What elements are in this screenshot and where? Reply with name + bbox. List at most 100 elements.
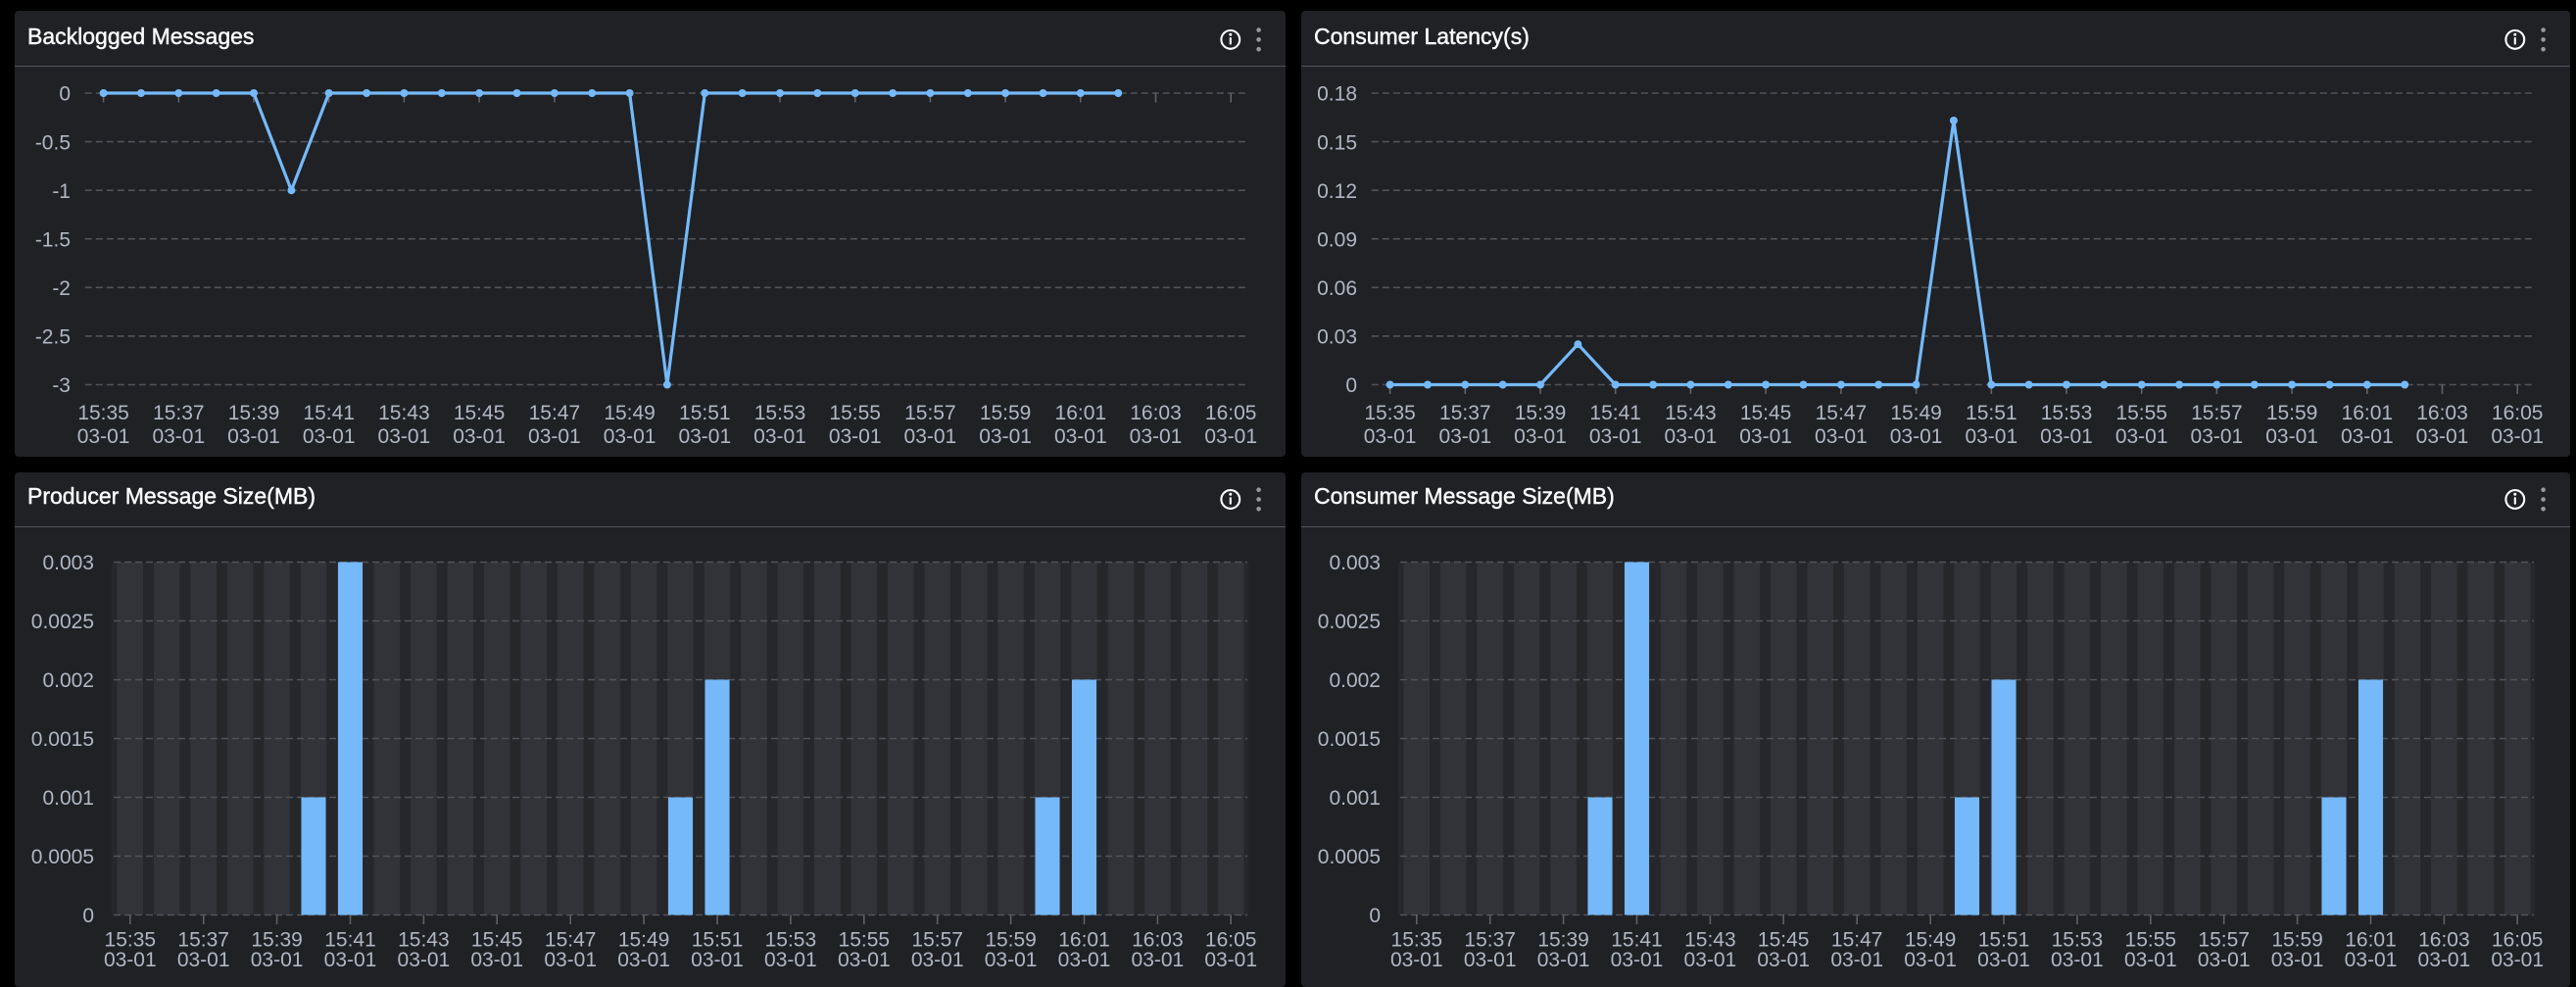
svg-text:0.0025: 0.0025 — [1318, 611, 1381, 633]
svg-text:16:03: 16:03 — [2416, 402, 2468, 424]
svg-text:03-01: 03-01 — [1514, 425, 1567, 448]
svg-text:15:37: 15:37 — [1464, 929, 1516, 952]
svg-text:15:45: 15:45 — [1740, 402, 1792, 424]
svg-text:03-01: 03-01 — [1830, 949, 1883, 971]
svg-text:0.001: 0.001 — [42, 787, 94, 810]
svg-text:03-01: 03-01 — [1965, 425, 2017, 448]
svg-text:-3: -3 — [52, 374, 71, 397]
svg-text:0.06: 0.06 — [1317, 277, 1357, 300]
svg-text:15:57: 15:57 — [904, 402, 956, 424]
svg-text:03-01: 03-01 — [2491, 425, 2544, 448]
svg-text:-0.5: -0.5 — [35, 131, 71, 154]
svg-text:03-01: 03-01 — [2341, 425, 2394, 448]
svg-text:0.001: 0.001 — [1329, 787, 1381, 810]
svg-text:03-01: 03-01 — [1058, 949, 1111, 971]
svg-text:0: 0 — [1345, 374, 1357, 397]
svg-text:03-01: 03-01 — [764, 949, 817, 971]
svg-text:03-01: 03-01 — [617, 949, 670, 971]
svg-text:03-01: 03-01 — [1684, 949, 1737, 971]
svg-text:03-01: 03-01 — [1665, 425, 1718, 448]
svg-text:03-01: 03-01 — [2198, 949, 2251, 971]
svg-text:03-01: 03-01 — [678, 425, 731, 448]
svg-text:03-01: 03-01 — [2491, 949, 2544, 971]
svg-text:0.03: 0.03 — [1317, 326, 1357, 349]
svg-text:15:35: 15:35 — [1364, 402, 1416, 424]
svg-text:15:53: 15:53 — [754, 402, 806, 424]
svg-text:03-01: 03-01 — [911, 949, 964, 971]
svg-text:03-01: 03-01 — [378, 425, 431, 448]
svg-text:15:53: 15:53 — [2052, 929, 2104, 952]
svg-text:16:01: 16:01 — [1055, 402, 1107, 424]
svg-text:03-01: 03-01 — [1390, 949, 1443, 971]
svg-text:0.18: 0.18 — [1317, 83, 1357, 106]
svg-text:03-01: 03-01 — [2115, 425, 2168, 448]
svg-text:03-01: 03-01 — [979, 425, 1032, 448]
svg-text:16:01: 16:01 — [1058, 929, 1110, 952]
svg-text:03-01: 03-01 — [2271, 949, 2324, 971]
svg-text:03-01: 03-01 — [470, 949, 523, 971]
svg-text:03-01: 03-01 — [1589, 425, 1642, 448]
svg-text:15:55: 15:55 — [839, 929, 891, 952]
svg-text:15:59: 15:59 — [2271, 929, 2323, 952]
svg-text:15:47: 15:47 — [1831, 929, 1883, 952]
svg-text:0.09: 0.09 — [1317, 228, 1357, 251]
svg-text:15:39: 15:39 — [251, 929, 303, 952]
svg-text:03-01: 03-01 — [528, 425, 581, 448]
svg-text:15:59: 15:59 — [980, 402, 1032, 424]
svg-text:15:45: 15:45 — [471, 929, 523, 952]
svg-text:15:49: 15:49 — [618, 929, 670, 952]
svg-text:03-01: 03-01 — [1132, 949, 1185, 971]
svg-text:16:05: 16:05 — [1205, 402, 1257, 424]
svg-text:16:03: 16:03 — [1130, 402, 1182, 424]
svg-text:15:37: 15:37 — [1439, 402, 1491, 424]
svg-text:03-01: 03-01 — [604, 425, 656, 448]
svg-text:03-01: 03-01 — [2051, 949, 2104, 971]
svg-text:15:39: 15:39 — [228, 402, 280, 424]
svg-text:15:39: 15:39 — [1537, 929, 1589, 952]
svg-text:03-01: 03-01 — [904, 425, 957, 448]
svg-text:03-01: 03-01 — [1537, 949, 1590, 971]
svg-text:03-01: 03-01 — [1464, 949, 1517, 971]
svg-text:03-01: 03-01 — [1204, 949, 1257, 971]
svg-text:0.0015: 0.0015 — [1318, 728, 1381, 751]
svg-text:15:43: 15:43 — [378, 402, 430, 424]
svg-text:-2: -2 — [52, 277, 71, 300]
svg-text:15:47: 15:47 — [545, 929, 597, 952]
svg-text:03-01: 03-01 — [1438, 425, 1491, 448]
svg-text:0.002: 0.002 — [42, 669, 94, 692]
svg-text:15:49: 15:49 — [1890, 402, 1942, 424]
svg-text:0.15: 0.15 — [1317, 131, 1357, 154]
svg-text:15:51: 15:51 — [1966, 402, 2017, 424]
svg-text:15:35: 15:35 — [77, 402, 129, 424]
svg-text:15:51: 15:51 — [679, 402, 731, 424]
svg-text:15:39: 15:39 — [1515, 402, 1567, 424]
svg-text:03-01: 03-01 — [227, 425, 280, 448]
svg-text:15:43: 15:43 — [1665, 402, 1717, 424]
svg-text:15:47: 15:47 — [529, 402, 581, 424]
svg-text:03-01: 03-01 — [104, 949, 157, 971]
svg-text:15:45: 15:45 — [1758, 929, 1810, 952]
svg-text:16:03: 16:03 — [2418, 929, 2470, 952]
svg-text:16:01: 16:01 — [2345, 929, 2397, 952]
svg-text:0.002: 0.002 — [1329, 669, 1381, 692]
svg-text:03-01: 03-01 — [324, 949, 377, 971]
svg-text:15:35: 15:35 — [105, 929, 157, 952]
svg-text:03-01: 03-01 — [2124, 949, 2177, 971]
svg-text:0: 0 — [1369, 905, 1381, 927]
svg-text:03-01: 03-01 — [753, 425, 806, 448]
svg-text:15:55: 15:55 — [2115, 402, 2167, 424]
svg-text:03-01: 03-01 — [1977, 949, 2030, 971]
svg-text:03-01: 03-01 — [303, 425, 356, 448]
svg-text:15:53: 15:53 — [765, 929, 817, 952]
svg-text:-2.5: -2.5 — [35, 326, 71, 349]
svg-text:03-01: 03-01 — [1130, 425, 1183, 448]
svg-text:03-01: 03-01 — [838, 949, 891, 971]
svg-text:03-01: 03-01 — [152, 425, 205, 448]
svg-text:03-01: 03-01 — [251, 949, 304, 971]
svg-text:0.0015: 0.0015 — [31, 728, 94, 751]
svg-text:03-01: 03-01 — [1364, 425, 1417, 448]
svg-text:15:41: 15:41 — [1611, 929, 1663, 952]
svg-text:15:55: 15:55 — [2125, 929, 2177, 952]
svg-text:03-01: 03-01 — [829, 425, 882, 448]
svg-text:15:57: 15:57 — [2191, 402, 2243, 424]
